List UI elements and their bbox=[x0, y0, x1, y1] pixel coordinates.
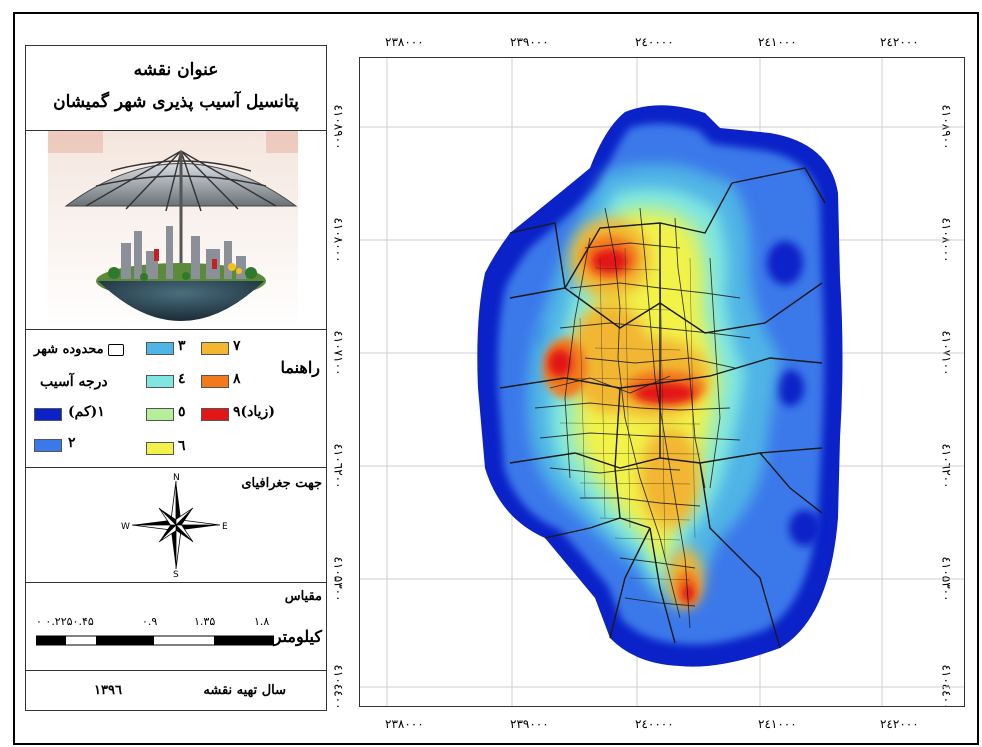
x-tick-bottom-2: ۲۳۹۰۰۰ bbox=[510, 717, 549, 731]
y-tick-left-3: ٤۱۰۷۱۰۰ bbox=[331, 330, 346, 376]
scale-section: مقیاس ۰ ۰.۲۲۵۰.۴۵ ۰.۹ ۱.۳۵ ۱.۸ کیلومتر bbox=[26, 582, 326, 670]
y-tick-left-6: ٤۱۰٤٤۰۰ bbox=[331, 664, 346, 710]
zone-class-9-b bbox=[592, 249, 628, 273]
y-tick-left-5: ٤۱۰۵۳۰۰ bbox=[331, 556, 346, 602]
scale-tick-1: ۰.۹ bbox=[142, 615, 158, 628]
district-boundaries bbox=[499, 167, 826, 649]
legend-label-6: ٦ bbox=[178, 438, 186, 454]
zone-class-9-d bbox=[682, 584, 694, 602]
compass-n-label: N bbox=[173, 473, 180, 483]
legend-label-7: ۷ bbox=[233, 338, 241, 354]
x-tick-top-3: ۲٤۰۰۰۰ bbox=[635, 35, 674, 49]
legend-label-4: ٤ bbox=[178, 371, 186, 387]
year-value: ۱۳۹٦ bbox=[94, 683, 122, 698]
map-title: پتانسیل آسیب پذیری شهر گمیشان bbox=[53, 92, 299, 112]
city-boundary-text: محدوده شهر bbox=[34, 342, 104, 357]
map-layout-sidebar: عنوان نقشه پتانسیل آسیب پذیری شهر گمیشان bbox=[25, 45, 327, 711]
legend-swatch-6 bbox=[146, 442, 174, 455]
scale-tick-2: ۱.۳۵ bbox=[194, 615, 216, 628]
legend-swatch-5 bbox=[146, 408, 174, 421]
y-tick-left-1: ٤۱۰۸۹۰۰ bbox=[331, 104, 346, 150]
city-boundary-label: محدوده شهر bbox=[34, 342, 128, 357]
legend-title: راهنما bbox=[280, 358, 320, 377]
patch-blue-3 bbox=[789, 510, 821, 546]
legend-label-3: ۳ bbox=[178, 338, 186, 354]
north-arrow-section: جهت جغرافیای N S E W bbox=[26, 467, 326, 582]
legend-label-2: ۲ bbox=[68, 435, 76, 451]
legend-swatch-9 bbox=[201, 408, 229, 421]
legend-swatch-1 bbox=[34, 408, 62, 421]
compass-e-label: E bbox=[222, 522, 228, 532]
scale-tick-0: ۰ ۰.۲۲۵۰.۴۵ bbox=[36, 615, 94, 628]
x-tick-top-2: ۲۳۹۰۰۰ bbox=[510, 35, 549, 49]
road-network-fine bbox=[559, 247, 701, 581]
zone-class-9-a bbox=[635, 383, 695, 403]
vulnerability-map bbox=[360, 58, 964, 706]
patch-blue-1 bbox=[767, 241, 803, 285]
x-tick-bottom-1: ۲۳۸۰۰۰ bbox=[385, 717, 424, 731]
x-tick-top-5: ۲٤۲۰۰۰ bbox=[880, 35, 919, 49]
x-tick-bottom-4: ۲٤۱۰۰۰ bbox=[758, 717, 797, 731]
legend-label-8: ۸ bbox=[233, 371, 241, 387]
year-section: سال تهیه نقشه ۱۳۹٦ bbox=[26, 670, 326, 712]
page-frame bbox=[13, 12, 979, 745]
scale-unit: کیلومتر bbox=[273, 627, 322, 646]
zone-class-9-c bbox=[548, 349, 572, 377]
illustration-section bbox=[26, 130, 326, 329]
x-tick-bottom-3: ۲٤۰۰۰۰ bbox=[635, 717, 674, 731]
x-tick-top-4: ۲٤۱۰۰۰ bbox=[758, 35, 797, 49]
legend-label-5: ٥ bbox=[178, 404, 186, 420]
road-network bbox=[534, 207, 751, 629]
legend-label-9: (زیاد)۹ bbox=[233, 404, 275, 420]
damage-degree-label: درجه آسیب bbox=[40, 374, 108, 390]
patch-blue-2 bbox=[776, 370, 804, 406]
legend-label-1: ۱(کم) bbox=[68, 404, 105, 420]
legend-swatch-3 bbox=[146, 342, 174, 355]
legend-swatch-8 bbox=[201, 375, 229, 388]
title-section: عنوان نقشه پتانسیل آسیب پذیری شهر گمیشان bbox=[26, 46, 326, 130]
scale-tick-3: ۱.۸ bbox=[254, 615, 270, 628]
umbrella-city-illustration bbox=[48, 131, 298, 329]
map-title-heading: عنوان نقشه bbox=[133, 60, 219, 80]
y-tick-left-4: ٤۱۰٦۲۰۰ bbox=[331, 443, 346, 489]
legend-section: راهنما محدوده شهر درجه آسیب ۱(کم) ۲ ۳ ٤ … bbox=[26, 329, 326, 467]
scale-title: مقیاس bbox=[284, 589, 322, 604]
city-boundary-icon bbox=[108, 343, 125, 356]
map-frame bbox=[359, 57, 965, 707]
legend-swatch-4 bbox=[146, 375, 174, 388]
x-tick-bottom-5: ۲٤۲۰۰۰ bbox=[880, 717, 919, 731]
compass-w-label: W bbox=[121, 522, 130, 532]
scale-bar bbox=[36, 635, 274, 646]
zone-class-7-d bbox=[640, 428, 700, 528]
legend-swatch-2 bbox=[34, 439, 62, 452]
compass-rose-icon: N S E W bbox=[121, 473, 228, 578]
compass-s-label: S bbox=[173, 570, 179, 578]
x-tick-top-1: ۲۳۸۰۰۰ bbox=[385, 35, 424, 49]
y-tick-left-2: ٤۱۰۸۰۰۰ bbox=[331, 217, 346, 263]
year-label: سال تهیه نقشه bbox=[203, 683, 286, 698]
north-arrow-title: جهت جغرافیای bbox=[241, 476, 322, 491]
legend-swatch-7 bbox=[201, 342, 229, 355]
